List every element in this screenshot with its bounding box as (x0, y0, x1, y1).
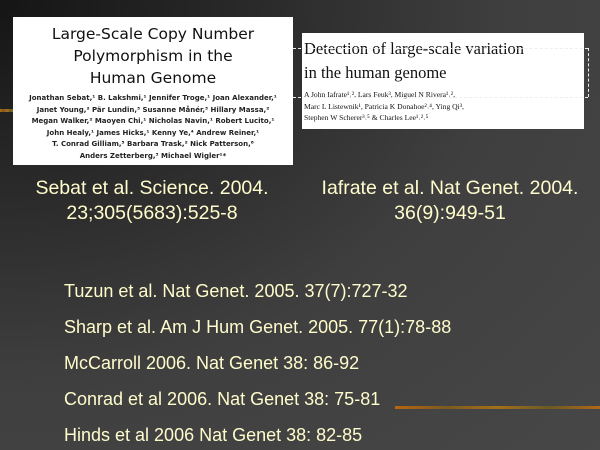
caption-line: Iafrate et al. Nat Genet. 2004. (321, 177, 579, 199)
paper-image-sebat: Large-Scale Copy Number Polymorphism in … (13, 17, 293, 165)
author-line: Marc L Listewnik¹, Patricia K Donahoe²˒⁴… (304, 101, 464, 111)
reference-item: Hinds et al 2006 Nat Genet 38: 82-85 (64, 425, 363, 445)
dashed-selection-right (588, 48, 589, 97)
reference-item: Conrad et al 2006. Nat Genet 38: 75-81 (64, 389, 381, 409)
author-line: T. Conrad Gilliam,⁵ Barbara Trask,² Nick… (52, 140, 254, 149)
author-line: John Healy,¹ James Hicks,¹ Kenny Ye,⁴ An… (46, 128, 260, 137)
caption-line: Sebat et al. Science. 2004. (35, 177, 269, 199)
title-line: Large-Scale Copy Number (51, 25, 255, 43)
caption-sebat: Sebat et al. Science. 2004. 23;305(5683)… (2, 176, 302, 226)
title-line: Human Genome (89, 69, 217, 87)
caption-line: 23;305(5683):525-8 (66, 202, 238, 224)
reference-item: McCarroll 2006. Nat Genet 38: 86-92 (64, 353, 360, 373)
paper-image-iafrate: Detection of large-scale variation in th… (302, 33, 584, 129)
author-line: Anders Zetterberg,³ Michael Wigler¹* (79, 151, 227, 160)
dashed-selection-top (293, 48, 588, 49)
paper-title: Large-Scale Copy Number Polymorphism in … (13, 23, 293, 89)
dashed-selection-bottom (293, 97, 588, 98)
caption-line: 36(9):949-51 (394, 202, 506, 224)
paper-authors: A John Iafrate¹˒², Lars Feuk³, Miguel N … (304, 89, 584, 124)
author-line: A John Iafrate¹˒², Lars Feuk³, Miguel N … (304, 90, 455, 99)
paper-authors: Jonathan Sebat,¹ B. Lakshmi,¹ Jennifer T… (13, 93, 293, 163)
author-line: Megan Walker,² Maoyen Chi,¹ Nicholas Nav… (31, 117, 275, 126)
paper-title: Detection of large-scale variation in th… (304, 37, 584, 85)
author-line: Jonathan Sebat,¹ B. Lakshmi,¹ Jennifer T… (29, 94, 277, 102)
author-line: Janet Young,² Pär Lundin,³ Susanne Månér… (36, 105, 270, 114)
accent-line-bottom (395, 406, 600, 409)
title-line: Detection of large-scale variation (304, 39, 525, 58)
reference-item: Sharp et al. Am J Hum Genet. 2005. 77(1)… (64, 317, 452, 337)
caption-iafrate: Iafrate et al. Nat Genet. 2004. 36(9):94… (300, 176, 600, 226)
reference-item: Tuzun et al. Nat Genet. 2005. 37(7):727-… (64, 281, 408, 301)
author-line: Stephen W Scherer³˒⁵ & Charles Lee¹˒²˒⁵ (304, 113, 429, 122)
accent-line-top (0, 109, 14, 112)
title-line: in the human genome (304, 63, 447, 82)
title-line: Polymorphism in the (73, 47, 233, 65)
